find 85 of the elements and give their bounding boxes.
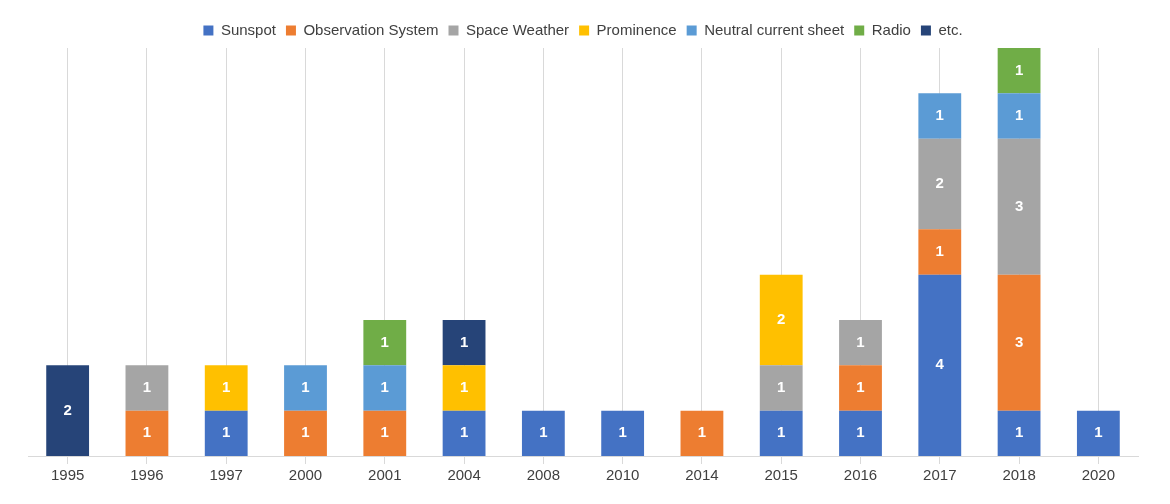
bar (839, 320, 882, 366)
legend-label: etc. (938, 20, 963, 38)
data-label: 2 (935, 174, 944, 192)
bar (680, 410, 724, 456)
bar (997, 274, 1041, 411)
data-label: 2 (777, 310, 786, 328)
data-label: 1 (777, 378, 786, 396)
data-label: 1 (697, 423, 707, 441)
x-tick-label: 2008 (526, 466, 561, 484)
bar (997, 138, 1041, 275)
bar (918, 138, 962, 230)
bar (521, 410, 565, 456)
data-label: 1 (301, 378, 310, 396)
legend-label: Neutral current sheet (704, 20, 846, 38)
data-label: 1 (380, 332, 389, 350)
data-label: 1 (1014, 106, 1024, 124)
x-tick-label: 2017 (923, 466, 957, 484)
bar (759, 410, 803, 456)
data-label: 1 (856, 423, 865, 441)
bar (759, 365, 803, 411)
bar (997, 410, 1041, 456)
bar (442, 320, 486, 366)
x-tick-label: 1996 (130, 466, 164, 484)
bar (204, 365, 248, 411)
x-tick-label: 2020 (1081, 466, 1116, 484)
bar (284, 410, 327, 456)
bar (284, 365, 327, 411)
x-tick-label: 2001 (368, 466, 402, 484)
bar (759, 274, 803, 366)
bar (125, 365, 169, 411)
x-tick-label: 1995 (50, 466, 85, 484)
data-label: 1 (222, 423, 231, 441)
bar (46, 365, 90, 456)
data-label: 1 (301, 423, 310, 441)
legend-label: Observation System (303, 20, 439, 38)
x-tick-label: 2004 (447, 466, 481, 484)
bar (204, 410, 248, 456)
data-label: 1 (142, 423, 152, 441)
data-label: 1 (1094, 423, 1103, 441)
data-label: 3 (1014, 332, 1024, 350)
x-tick-label: 2010 (605, 466, 640, 484)
data-label: 1 (222, 378, 231, 396)
data-label: 1 (1014, 423, 1024, 441)
data-label: 1 (142, 378, 152, 396)
data-label: 1 (777, 423, 786, 441)
data-label: 4 (935, 355, 945, 373)
bar (125, 410, 169, 456)
bar (363, 365, 407, 411)
bar (1076, 410, 1120, 456)
x-tick-label: 2016 (843, 466, 878, 484)
data-label: 1 (856, 378, 865, 396)
data-label: 1 (935, 242, 944, 260)
bar (442, 365, 486, 411)
data-label: 2 (63, 400, 72, 418)
data-label: 1 (380, 378, 389, 396)
bar (918, 229, 962, 275)
x-tick-label: 2018 (1002, 466, 1036, 484)
data-label: 1 (459, 378, 469, 396)
data-label: 1 (1014, 60, 1024, 78)
bar (997, 48, 1041, 94)
x-tick-label: 2015 (764, 466, 798, 484)
bar (918, 274, 962, 456)
bar (363, 410, 407, 456)
data-label: 1 (459, 423, 469, 441)
legend-label: Prominence (596, 20, 677, 38)
bar (839, 365, 882, 411)
data-label: 1 (380, 423, 389, 441)
data-label: 1 (618, 423, 627, 441)
x-tick-label: 2014 (685, 466, 719, 484)
bar (442, 410, 486, 456)
data-label: 3 (1014, 196, 1024, 214)
legend-label: Space Weather (466, 20, 570, 38)
bar (839, 410, 882, 456)
data-label: 1 (856, 332, 865, 350)
data-label: 1 (935, 106, 944, 124)
bar (363, 320, 407, 366)
x-tick-label: 2000 (288, 466, 323, 484)
bar (601, 410, 645, 456)
x-tick-label: 1997 (209, 466, 243, 484)
data-label: 1 (459, 332, 469, 350)
legend-label: Sunspot (220, 20, 277, 38)
bar (918, 93, 962, 139)
legend-label: Radio (871, 20, 911, 38)
bar (997, 93, 1041, 139)
data-label: 1 (539, 423, 548, 441)
